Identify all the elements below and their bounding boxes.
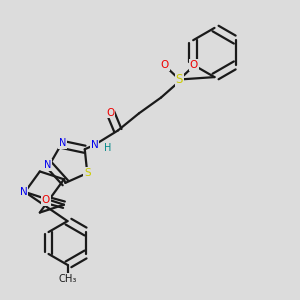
- Text: H: H: [104, 143, 112, 153]
- Text: O: O: [190, 60, 198, 70]
- Text: N: N: [20, 187, 27, 197]
- Text: O: O: [106, 107, 115, 118]
- Text: N: N: [59, 138, 67, 148]
- Text: O: O: [42, 195, 50, 205]
- Text: CH₃: CH₃: [58, 274, 77, 284]
- Text: O: O: [161, 60, 169, 70]
- Text: S: S: [176, 73, 183, 86]
- Text: N: N: [44, 160, 52, 170]
- Text: N: N: [91, 140, 98, 150]
- Text: S: S: [84, 168, 91, 178]
